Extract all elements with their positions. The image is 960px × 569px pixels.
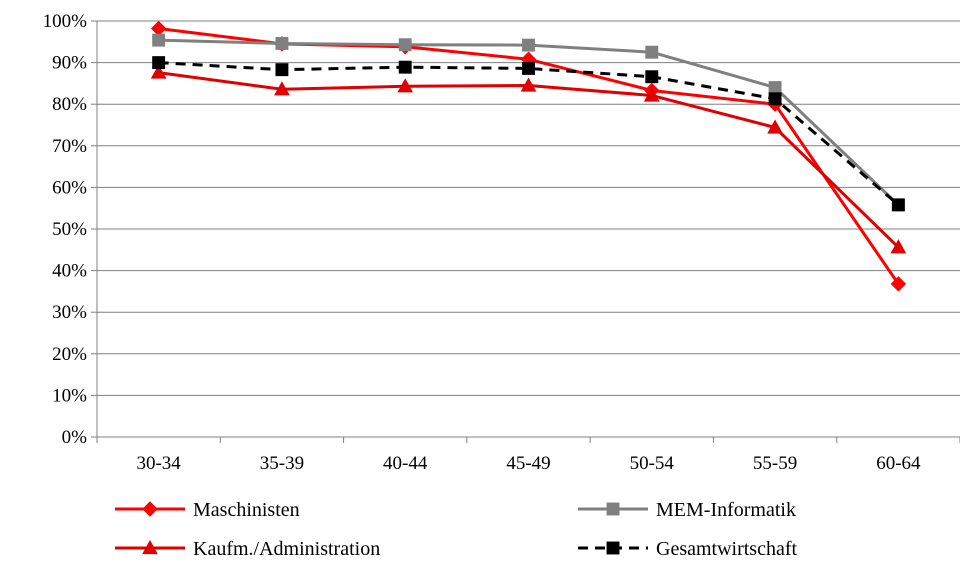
y-tick-label: 70% [52, 136, 87, 157]
data-point [890, 276, 907, 292]
legend-item-gesamtwirtschaft: Gesamtwirtschaft [578, 538, 798, 560]
y-tick-label: 50% [52, 219, 87, 240]
legend-item-maschinisten: Maschinisten [115, 499, 300, 521]
series-kaufm-administration [150, 64, 907, 254]
data-point [152, 33, 166, 47]
y-tick-label: 60% [52, 177, 87, 198]
legend: Maschinisten MEM-Informatik Kaufm./Adminis… [115, 499, 798, 560]
gridlines [97, 20, 960, 396]
legend-label: Maschinisten [193, 499, 300, 521]
data-point [767, 119, 783, 134]
data-point [522, 61, 535, 75]
data-point [645, 70, 659, 84]
x-tick-label: 45-49 [506, 453, 550, 474]
y-tick-label: 40% [52, 261, 87, 282]
x-tick-label: 55-59 [753, 453, 797, 474]
x-tick-label: 30-34 [136, 453, 181, 474]
legend-label: MEM-Informatik [656, 499, 796, 521]
data-point [275, 37, 289, 50]
y-tick-label: 20% [52, 344, 87, 365]
data-point [152, 56, 166, 70]
data-point [398, 60, 412, 74]
legend-label: Gesamtwirtschaft [656, 538, 798, 560]
legend-item-kaufm-administration: Kaufm./Administration [115, 538, 380, 560]
y-tick-label: 10% [52, 385, 87, 406]
legend-marker [142, 501, 158, 517]
y-tick-label: 90% [52, 53, 87, 74]
x-tick-label: 35-39 [260, 453, 304, 474]
legend-marker [142, 539, 158, 555]
data-point [150, 20, 167, 37]
data-point [274, 81, 290, 96]
data-point [522, 38, 535, 52]
legend-item-mem-informatik: MEM-Informatik [578, 499, 796, 521]
x-tick-label: 40-44 [383, 453, 428, 474]
series-lines [150, 20, 907, 292]
legend-marker [606, 502, 620, 516]
axes: 0% 10% 20% 30% 40% 50% 60% 70% 80% 90% 100% 30-34 35… [43, 11, 960, 474]
y-tick-label: 80% [52, 94, 87, 115]
data-point [397, 78, 414, 93]
series-gesamtwirtschaft [152, 56, 905, 212]
y-tick-label: 30% [52, 302, 87, 323]
y-tick-label: 0% [62, 427, 88, 448]
data-point [768, 81, 782, 95]
x-tick-label: 60-64 [876, 453, 921, 474]
data-point [520, 77, 537, 92]
data-point [275, 63, 289, 77]
data-point [645, 45, 659, 59]
legend-label: Kaufm./Administration [193, 538, 380, 560]
data-point [643, 87, 660, 102]
data-point [398, 38, 412, 52]
legend-marker [606, 541, 620, 555]
data-point [891, 198, 905, 212]
y-tick-label: 100% [43, 11, 88, 32]
x-tick-label: 50-54 [630, 453, 675, 474]
data-point [890, 239, 907, 254]
data-point [150, 64, 167, 79]
series-maschinisten [150, 20, 907, 292]
data-point [768, 92, 782, 106]
